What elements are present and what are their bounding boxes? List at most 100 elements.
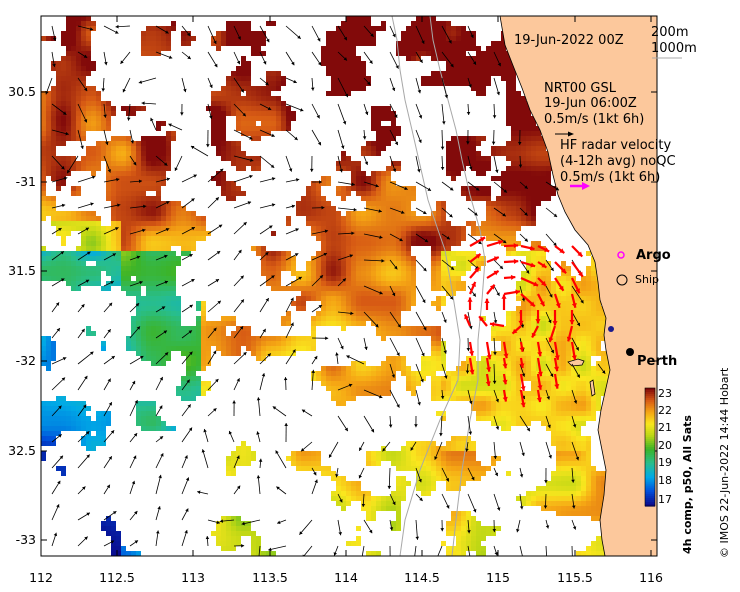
sst-pixel [226, 151, 231, 156]
sst-pixel [241, 526, 246, 531]
sst-pixel [361, 216, 366, 221]
sst-pixel [296, 286, 301, 291]
sst-pixel [411, 276, 416, 281]
sst-pixel [601, 381, 606, 386]
sst-pixel [76, 406, 81, 411]
sst-pixel [476, 401, 481, 406]
sst-pixel [46, 141, 51, 146]
sst-pixel [46, 366, 51, 371]
sst-pixel [546, 316, 551, 321]
sst-pixel [306, 336, 311, 341]
sst-pixel [251, 96, 256, 101]
sst-pixel [406, 376, 411, 381]
sst-pixel [146, 296, 151, 301]
sst-pixel [156, 256, 161, 261]
sst-pixel [186, 356, 191, 361]
sst-pixel [56, 71, 61, 76]
gsl-arrow [466, 103, 471, 115]
sst-pixel [311, 461, 316, 466]
sst-pixel [441, 31, 446, 36]
sst-pixel [561, 296, 566, 301]
sst-pixel [311, 216, 316, 221]
sst-pixel [56, 211, 61, 216]
sst-pixel [121, 216, 126, 221]
sst-pixel [561, 386, 566, 391]
sst-pixel [571, 426, 576, 431]
sst-pixel [391, 451, 396, 456]
sst-pixel [431, 231, 436, 236]
sst-pixel [181, 246, 186, 251]
sst-pixel [266, 21, 271, 26]
sst-pixel [376, 291, 381, 296]
sst-pixel [336, 56, 341, 61]
sst-pixel [586, 471, 591, 476]
sst-pixel [161, 136, 166, 141]
sst-pixel [516, 211, 521, 216]
sst-pixel [126, 276, 131, 281]
sst-pixel [471, 466, 476, 471]
sst-pixel [441, 411, 446, 416]
sst-pixel [596, 536, 601, 541]
sst-pixel [351, 311, 356, 316]
sst-pixel [421, 21, 426, 26]
sst-pixel [146, 51, 151, 56]
sst-pixel [156, 276, 161, 281]
sst-pixel [446, 141, 451, 146]
sst-pixel [451, 486, 456, 491]
sst-pixel [426, 356, 431, 361]
sst-pixel [111, 546, 116, 551]
sst-pixel [306, 346, 311, 351]
sst-pixel [581, 381, 586, 386]
sst-pixel [321, 246, 326, 251]
sst-pixel [551, 506, 556, 511]
sst-pixel [411, 301, 416, 306]
sst-pixel [311, 341, 316, 346]
sst-pixel [591, 501, 596, 506]
sst-pixel [431, 281, 436, 286]
sst-pixel [561, 486, 566, 491]
sst-pixel [596, 401, 601, 406]
sst-pixel [541, 296, 546, 301]
sst-pixel [176, 231, 181, 236]
sst-pixel [66, 426, 71, 431]
sst-pixel [121, 231, 126, 236]
sst-pixel [301, 451, 306, 456]
sst-pixel [376, 126, 381, 131]
sst-pixel [436, 31, 441, 36]
sst-pixel [61, 101, 66, 106]
sst-pixel [81, 16, 86, 21]
sst-pixel [156, 231, 161, 236]
sst-pixel [81, 226, 86, 231]
sst-pixel [591, 411, 596, 416]
sst-pixel [501, 191, 506, 196]
sst-pixel [461, 386, 466, 391]
sst-pixel [286, 311, 291, 316]
sst-pixel [456, 41, 461, 46]
sst-pixel [521, 216, 526, 221]
sst-pixel [491, 411, 496, 416]
sst-pixel [426, 16, 431, 21]
sst-pixel [221, 136, 226, 141]
sst-pixel [541, 341, 546, 346]
sst-pixel [381, 326, 386, 331]
sst-pixel [346, 306, 351, 311]
sst-pixel [601, 316, 606, 321]
sst-pixel [486, 161, 491, 166]
sst-pixel [481, 231, 486, 236]
sst-pixel [66, 66, 71, 71]
sst-pixel [581, 371, 586, 376]
sst-pixel [561, 356, 566, 361]
sst-pixel [461, 526, 466, 531]
sst-pixel [226, 81, 231, 86]
sst-pixel [341, 21, 346, 26]
sst-pixel [211, 176, 216, 181]
sst-pixel [451, 396, 456, 401]
sst-pixel [171, 136, 176, 141]
sst-pixel [391, 211, 396, 216]
sst-pixel [396, 241, 401, 246]
sst-pixel [221, 526, 226, 531]
sst-pixel [436, 206, 441, 211]
sst-pixel [586, 351, 591, 356]
sst-pixel [536, 246, 541, 251]
sst-pixel [141, 236, 146, 241]
